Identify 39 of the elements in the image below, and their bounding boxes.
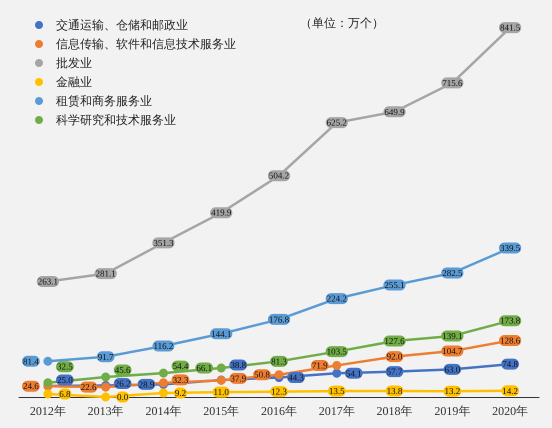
legend-label: 交通运输、仓储和邮政业 <box>56 18 188 32</box>
data-label: 32.3 <box>172 374 189 385</box>
data-label: 66.1 <box>196 362 212 373</box>
x-tick-label: 2015年 <box>203 404 240 418</box>
data-label: 54.4 <box>172 361 189 372</box>
data-label: 71.9 <box>312 360 328 370</box>
point <box>332 360 342 370</box>
data-label: 44.3 <box>288 372 304 383</box>
x-tick-label: 2019年 <box>434 404 470 418</box>
data-label: 28.9 <box>138 379 155 390</box>
legend-label: 科学研究和技术服务业 <box>56 113 176 127</box>
legend-label: 租赁和商务服务业 <box>56 94 152 108</box>
data-label: 45.6 <box>114 364 132 375</box>
data-label: 22.6 <box>80 382 98 392</box>
data-label: 24.6 <box>23 381 40 392</box>
data-label: 6.8 <box>59 389 72 400</box>
x-tick-label: 2020年 <box>492 404 528 418</box>
data-label: 0.0 <box>117 392 129 402</box>
x-tick-label: 2018年 <box>376 404 413 418</box>
x-tick-label: 2017年 <box>318 404 355 418</box>
point <box>332 368 342 378</box>
x-tick-label: 2014年 <box>145 404 182 418</box>
data-label: 26.2 <box>114 378 131 388</box>
data-label: 9.2 <box>174 388 186 398</box>
legend-label: 批发业 <box>56 56 92 70</box>
data-label: 50.8 <box>254 370 270 380</box>
data-label: 81.4 <box>23 356 40 366</box>
data-label: 38.8 <box>230 360 247 370</box>
x-tick-label: 2016年 <box>261 404 297 418</box>
legend-label: 金融业 <box>56 75 92 89</box>
legend-label: 信息传输、软件和信息技术服务业 <box>56 37 236 51</box>
point <box>274 370 284 380</box>
annotation: （单位：万个） <box>300 16 384 30</box>
x-tick-label: 2012年 <box>30 404 66 418</box>
x-tick-label: 2013年 <box>88 404 124 418</box>
data-label: 54.1 <box>346 368 362 378</box>
data-label: 25.0 <box>57 375 74 386</box>
data-label: 37.9 <box>230 373 247 384</box>
data-label: 32.5 <box>57 362 74 372</box>
